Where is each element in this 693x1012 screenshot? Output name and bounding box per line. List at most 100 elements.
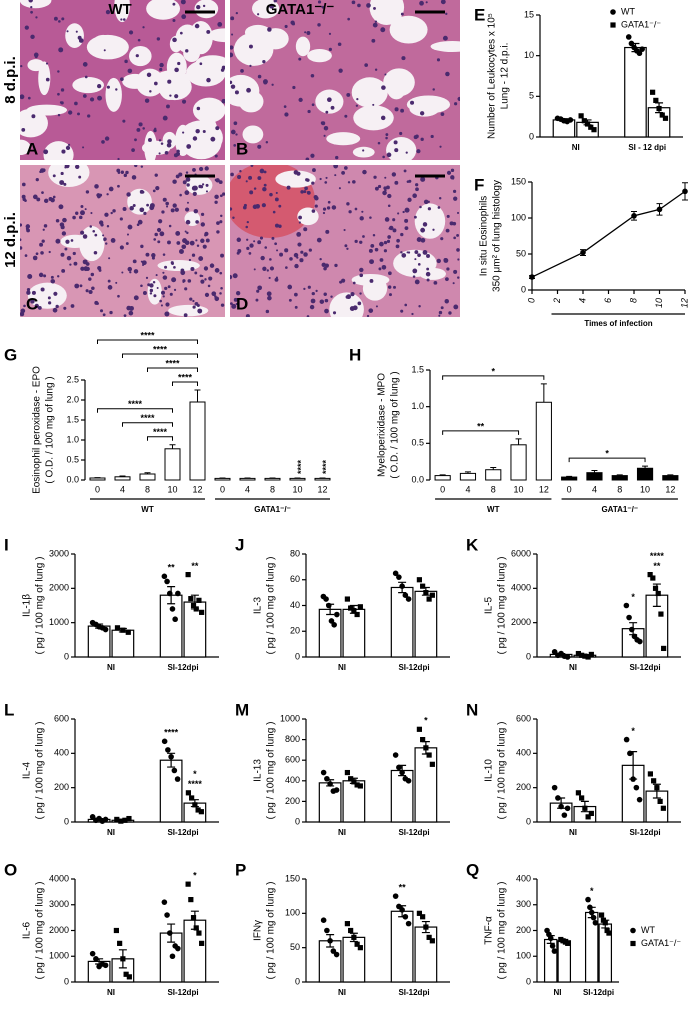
data-point (89, 950, 96, 957)
nucleus (195, 239, 198, 242)
nucleus (235, 290, 241, 296)
nucleus (334, 263, 338, 268)
nucleus (387, 193, 392, 199)
data-point (165, 747, 171, 753)
nucleus (439, 145, 442, 148)
nucleus (123, 173, 128, 178)
nucleus (262, 266, 267, 271)
nucleus (50, 279, 56, 284)
airspace (20, 0, 52, 9)
significance-label: **** (165, 358, 180, 368)
row-label: 12 d.p.i. (2, 212, 19, 268)
nucleus (93, 250, 98, 255)
nucleus (72, 215, 76, 220)
data-point (334, 611, 340, 618)
nucleus (298, 57, 302, 61)
airspace (353, 105, 394, 131)
nucleus (443, 258, 449, 263)
data-point (126, 974, 132, 980)
nucleus (456, 211, 460, 215)
nucleus (387, 285, 392, 289)
data-point (623, 602, 630, 609)
nucleus (40, 251, 44, 255)
data-point (551, 948, 558, 954)
data-point (429, 761, 435, 767)
nucleus (97, 265, 102, 271)
nucleus (117, 157, 120, 160)
nucleus (426, 278, 430, 282)
x-tick-label: SI-12dpi (167, 828, 198, 837)
nucleus (174, 94, 179, 99)
x-tick-label: SI-12dpi (398, 988, 429, 997)
nucleus (300, 250, 304, 254)
nucleus (110, 211, 113, 215)
nucleus (40, 287, 45, 292)
nucleus (96, 302, 99, 305)
nucleus (320, 121, 324, 125)
nucleus (393, 285, 396, 289)
nucleus (26, 290, 31, 295)
x-tick-label: 0 (220, 484, 225, 494)
nucleus (317, 0, 322, 4)
y-tick-label: 0 (295, 816, 300, 826)
nucleus (123, 314, 127, 317)
nucleus (165, 205, 169, 208)
nucleus (89, 225, 92, 228)
nucleus (25, 224, 31, 229)
data-point (331, 622, 337, 628)
nucleus (138, 122, 143, 127)
group-label: GATA1⁻/⁻ (601, 505, 638, 514)
significance-bracket (147, 367, 198, 372)
airspace (430, 41, 460, 52)
panel-label: D (236, 294, 248, 313)
panel-label: I (4, 535, 9, 554)
nucleus (214, 268, 220, 273)
nucleus (172, 18, 176, 22)
data-point (169, 606, 176, 612)
nucleus (352, 281, 356, 285)
nucleus (57, 113, 61, 117)
data-point (575, 790, 581, 796)
nucleus (246, 246, 250, 251)
nucleus (220, 68, 225, 72)
y-tick-label: 2000 (511, 617, 531, 627)
nucleus (70, 239, 74, 242)
nucleus (323, 134, 326, 137)
nucleus (43, 274, 47, 278)
nucleus (153, 81, 158, 86)
data-point (185, 881, 191, 887)
nucleus (380, 27, 386, 33)
airspace (27, 282, 67, 309)
nucleus (35, 16, 38, 19)
nucleus (104, 212, 109, 217)
nucleus (205, 190, 209, 193)
nucleus (43, 198, 49, 204)
nucleus (151, 256, 155, 260)
nucleus (423, 199, 429, 205)
data-point (189, 795, 195, 801)
nucleus (240, 69, 244, 73)
nucleus (249, 64, 252, 68)
panel-label: E (474, 5, 485, 24)
nucleus (438, 314, 441, 317)
airspace (262, 28, 289, 50)
nucleus (391, 172, 397, 177)
nucleus (60, 88, 65, 92)
airspace (114, 0, 130, 23)
data-point (426, 596, 432, 602)
y-tick-label: 150 (511, 176, 526, 186)
nucleus (382, 155, 385, 159)
data-point (405, 596, 412, 602)
y-tick-label: 0.0 (66, 474, 79, 484)
data-point (125, 629, 131, 635)
nucleus (309, 304, 315, 310)
nucleus (404, 303, 408, 307)
data-point (561, 812, 568, 818)
nucleus (103, 49, 106, 52)
nucleus (191, 185, 197, 191)
nucleus (410, 100, 415, 105)
x-tick-label: 8 (617, 484, 622, 494)
nucleus (233, 297, 238, 302)
panel-label: G (4, 345, 17, 364)
nucleus (286, 185, 291, 190)
